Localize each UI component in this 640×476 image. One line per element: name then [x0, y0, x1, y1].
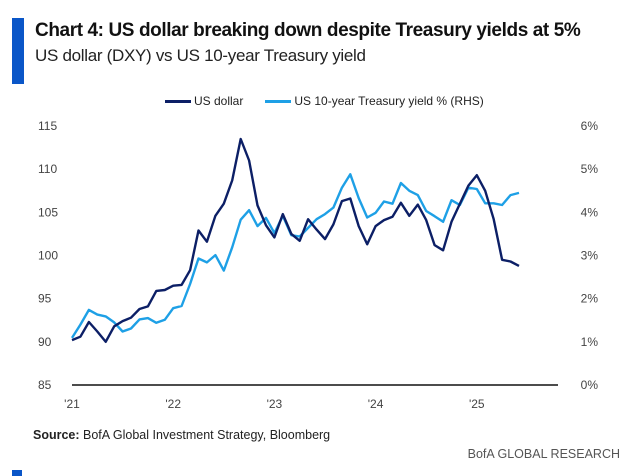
- legend-label-dxy: US dollar: [194, 94, 244, 108]
- y-right-tick-label: 2%: [581, 292, 599, 306]
- y-left-tick-label: 85: [38, 378, 52, 392]
- y-right-tick-label: 6%: [581, 119, 599, 133]
- y-right-tick-label: 4%: [581, 205, 599, 219]
- x-tick-label: '23: [267, 397, 283, 411]
- legend-item-yield: US 10-year Treasury yield % (RHS): [265, 94, 484, 108]
- x-tick-label: '24: [368, 397, 384, 411]
- legend-swatch-yield: [265, 99, 292, 103]
- source-note: Source: BofA Global Investment Strategy,…: [33, 428, 330, 442]
- y-left-tick-label: 110: [38, 162, 57, 176]
- chart-title: Chart 4: US dollar breaking down despite…: [35, 20, 581, 41]
- y-left-tick-label: 100: [38, 249, 58, 263]
- x-tick-label: '25: [469, 397, 485, 411]
- y-right-tick-label: 5%: [581, 162, 599, 176]
- legend-item-dxy: US dollar: [165, 94, 243, 108]
- y-left-tick-label: 115: [38, 119, 57, 133]
- source-text: BofA Global Investment Strategy, Bloombe…: [79, 428, 331, 442]
- y-left-tick-label: 105: [38, 205, 58, 219]
- accent-mark: [12, 470, 22, 476]
- series-line-us-dollar: [71, 137, 520, 343]
- chart-subtitle: US dollar (DXY) vs US 10-year Treasury y…: [35, 46, 366, 65]
- legend-swatch-dxy: [165, 99, 191, 103]
- y-right-tick-label: 0%: [581, 378, 599, 392]
- x-tick-label: '22: [165, 397, 181, 411]
- legend: US dollar US 10-year Treasury yield % (R…: [165, 94, 484, 108]
- x-tick-label: '21: [64, 397, 80, 411]
- y-left-tick-label: 95: [38, 292, 52, 306]
- accent-bar: [12, 18, 24, 84]
- legend-label-yield: US 10-year Treasury yield % (RHS): [294, 94, 484, 108]
- brand-label: BofA GLOBAL RESEARCH: [467, 447, 620, 461]
- y-right-tick-label: 3%: [581, 249, 599, 263]
- y-right-tick-label: 1%: [581, 335, 599, 349]
- y-left-tick-label: 90: [38, 335, 52, 349]
- source-label: Source:: [33, 428, 80, 442]
- series-line-treasury-yield: [70, 173, 520, 339]
